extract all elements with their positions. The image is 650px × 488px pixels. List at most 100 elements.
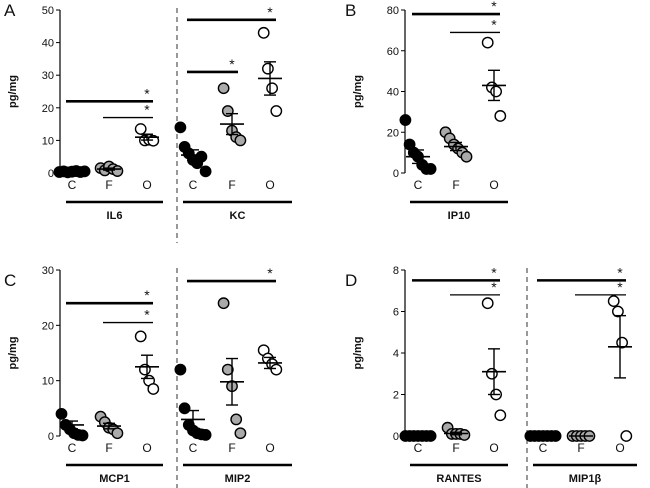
panel-c-letter: C: [4, 271, 16, 290]
panel-a-letter: A: [4, 1, 16, 20]
panel-d-letter: D: [345, 271, 357, 290]
panel-d-y-label: pg/mg: [352, 337, 364, 370]
panel-b-y-tick-label: 80: [387, 5, 399, 17]
panel-c-mip2-point-o: [270, 363, 283, 376]
panel-b-ip10-category-label: O: [489, 178, 498, 192]
panel-c-mcp1-category-label: O: [142, 441, 151, 455]
panel-a-kc-category-label: O: [265, 178, 274, 192]
panel-a-kc-point-o: [261, 62, 274, 75]
panel-d-mip1-significance-star: *: [617, 264, 623, 280]
panel-c-mip2-point-f: [217, 297, 230, 310]
panel-a-kc-point-o: [270, 105, 283, 117]
panel-c-y-label: pg/mg: [7, 337, 19, 370]
panel-c-mip2-category-label: C: [189, 441, 198, 455]
panel-a-y-tick-label: 20: [42, 103, 54, 115]
panel-b-ip10-point-f: [460, 150, 473, 163]
panel-c-mip2-point-f: [221, 363, 234, 376]
panel-b-y-label: pg/mg: [352, 75, 364, 108]
panel-b-ip10-point-o: [481, 36, 494, 49]
panel-c-mip2-point-c: [178, 402, 191, 415]
panel-a-kc-category-label: C: [189, 178, 198, 192]
panel-a-kc-significance-star: *: [229, 56, 235, 72]
panel-d-rantes-category-label: C: [414, 441, 423, 455]
panel-c-mip2-point-f: [230, 413, 243, 426]
panel-d-mip1-point-o: [612, 305, 624, 318]
panel-a-il6-significance-star: *: [144, 102, 150, 118]
panel-d-mip1-significance-star: *: [617, 279, 623, 295]
panel-a-kc-point-o: [257, 26, 270, 39]
panel-a-kc-point-c: [174, 121, 187, 134]
panel-d-rantes-significance-star: *: [491, 279, 497, 295]
panel-c-mcp1-point-f: [111, 427, 124, 440]
panel-b-ip10-point-c: [399, 114, 412, 126]
panel-c-mcp1-point-o: [134, 330, 147, 343]
panel-a-y-tick-label: 0: [48, 168, 54, 180]
panel-d-mip1-point-o: [607, 295, 620, 308]
panel-c-mcp1-point-c: [55, 407, 68, 420]
panel-a-il6-significance-star: *: [144, 85, 150, 101]
panel-d-mip1-category-label: C: [539, 441, 548, 455]
panel-c-mip2-significance-star: *: [267, 265, 273, 281]
panel-b-ip10-category-label: C: [414, 178, 423, 192]
panel-c-y-tick-label: 30: [42, 265, 54, 277]
panel-a-y-tick-label: 10: [42, 135, 54, 147]
panel-d-mip1-category-label: O: [615, 441, 624, 455]
panel-b-ip10-category-label: F: [452, 178, 459, 192]
panel-d-rantes-point-o: [481, 297, 494, 310]
panel-c-mcp1-category-label: F: [105, 441, 112, 455]
panel-b-y-tick-label: 40: [387, 87, 399, 99]
panel-a-kc-point-c: [199, 165, 212, 178]
panel-c-mcp1-group-label: MCP1: [99, 473, 130, 485]
panel-d-mip1-category-label: F: [577, 441, 584, 455]
panel-b-ip10-point-o: [494, 110, 507, 122]
panel-d-rantes-point-o: [485, 367, 498, 380]
panel-d-rantes-group-label: RANTES: [436, 473, 481, 485]
panel-a-il6-category-label: C: [68, 178, 77, 192]
panel-b-y-tick-label: 20: [387, 127, 399, 139]
panel-a-kc-point-o: [266, 82, 278, 95]
panel-d-rantes-category-label: F: [452, 441, 459, 455]
panel-c-mcp1-point-o: [138, 363, 151, 376]
panel-a-il6-point-f: [111, 165, 124, 177]
panel-c-mip2-point-c: [174, 363, 187, 376]
panel-d-rantes-point-o: [494, 409, 507, 422]
panel-b-ip10-group-label: IP10: [448, 210, 471, 222]
panel-a-kc-group-label: KC: [230, 210, 246, 222]
panel-d-y-tick-label: 8: [393, 265, 399, 277]
panel-c-mip2-group-label: MIP2: [225, 473, 251, 485]
panel-a-y-tick-label: 40: [42, 38, 54, 50]
panel-d-y-tick-label: 2: [393, 390, 399, 402]
panel-c-mcp1-significance-star: *: [144, 307, 150, 323]
panel-c-mip2-point-f: [234, 427, 247, 440]
panel-a-kc-category-label: F: [228, 178, 235, 192]
panel-a-kc-point-f: [217, 82, 230, 95]
panel-d-y-tick-label: 4: [393, 348, 399, 360]
panel-c-y-tick-label: 10: [42, 376, 54, 388]
panel-a-kc-point-c: [195, 150, 208, 163]
panel-c-mcp1-point-c: [76, 429, 89, 442]
panel-b-ip10-point-o: [490, 85, 502, 98]
panel-a-il6-group-label: IL6: [107, 210, 123, 222]
panel-a-il6-point-o: [134, 123, 147, 135]
panel-a-y-tick-label: 50: [42, 5, 54, 17]
panel-a-kc-significance-star: *: [267, 4, 273, 20]
panel-a-il6-category-label: F: [105, 178, 112, 192]
panel-a-il6-category-label: O: [142, 178, 151, 192]
panel-c-mip2-category-label: F: [228, 441, 235, 455]
panel-d-mip1-point-o: [620, 430, 633, 442]
panel-d-rantes-significance-star: *: [491, 264, 497, 280]
panel-d-y-tick-label: 0: [393, 431, 399, 443]
panel-c-mcp1-significance-star: *: [144, 287, 150, 303]
panel-b-ip10-point-c: [424, 163, 437, 175]
panel-c-mcp1-category-label: C: [68, 441, 77, 455]
panel-a-kc-point-f: [234, 134, 247, 147]
panel-b-y-tick-label: 60: [387, 46, 399, 58]
panel-b-letter: B: [345, 1, 356, 20]
panel-d-mip1-group-label: MIP1β: [569, 473, 602, 485]
panel-a-y-label: pg/mg: [7, 75, 19, 108]
panel-b-ip10-significance-star: *: [491, 0, 497, 14]
panel-c-y-tick-label: 0: [48, 431, 54, 443]
panel-c-mcp1-point-o: [147, 383, 160, 395]
panel-b-ip10-significance-star: *: [491, 16, 497, 32]
